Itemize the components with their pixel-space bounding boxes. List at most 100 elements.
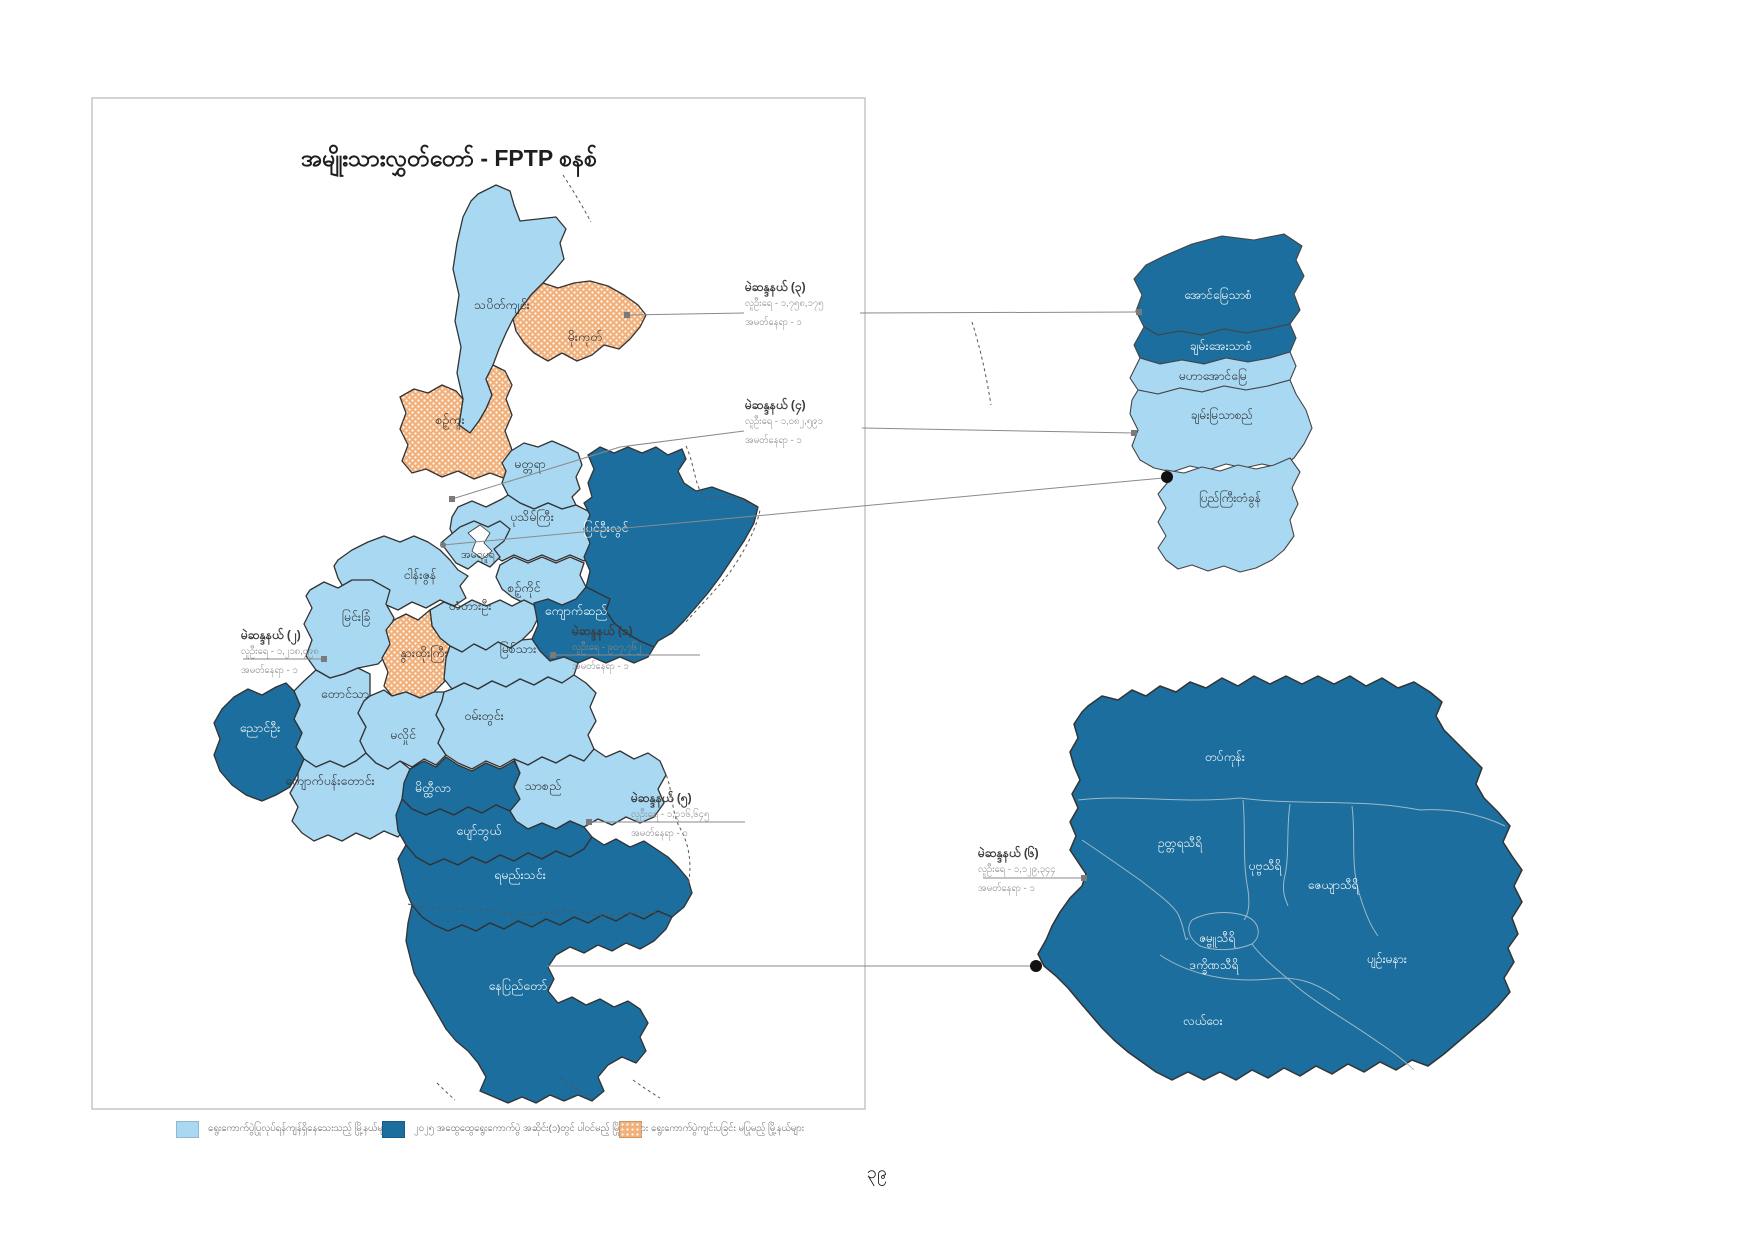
inset-naypyitaw-outline: [1037, 675, 1523, 1081]
township-mogok: [512, 280, 647, 362]
township-label-taungtha: တောင်သာ: [321, 686, 369, 701]
legend-label-remaining: ရွေးကောက်ပွဲပြုလုပ်ရန်ကျန်ရှိနေသေးသည့် မ…: [208, 1123, 391, 1134]
township-label-yamethin: ရမည်းသင်း: [494, 867, 546, 885]
inset-mandalay-labels: အောင်မြေသာစံ ချမ်းအေးသာစံ မဟာအောင်မြေ ချ…: [1179, 286, 1261, 508]
legend-item-no-election: ရွေးကောက်ပွဲကျင်းပခြင်း မပြုမည့် မြို့နယ…: [619, 1120, 804, 1138]
township-label-meiktila: မိတ္ထီလာ: [415, 780, 451, 798]
inset-label-lewe: လယ်ဝေး: [1183, 1013, 1222, 1028]
township-label-thazi: သာစည်: [525, 778, 562, 796]
callout-1-seats: အမတ်နေရာ - ၁: [572, 661, 629, 672]
township-label-nyaungu: ညောင်ဦး: [240, 720, 281, 738]
township-label-singu: စဉ့်ကူး: [435, 412, 464, 430]
inset-link-dots: [1030, 471, 1173, 972]
inset-label-aungmyethazan: အောင်မြေသာစံ: [1184, 286, 1252, 305]
inset-mandalay: [1129, 233, 1313, 573]
township-label-tadau: တံတားဦး: [449, 598, 492, 616]
callout-5-title: မဲဆန္ဒနယ် (၅): [631, 791, 692, 805]
inset-naypyitaw-labels: တပ်ကုန်း ဥတ္တရသီရိ ပုဗ္ဗသီရိ ဇေယျာသီရိ ဇ…: [1158, 749, 1407, 1028]
callout-6-title: မဲဆန္ဒနယ် (၆): [978, 846, 1039, 860]
township-taungtha: [293, 667, 371, 768]
township-label-ngazun: ငါန်းဇွန်: [404, 567, 437, 585]
inset-label-zabuthiri: ဇမ္ဗူသီရိ: [1199, 930, 1235, 948]
legend-swatch-dark-blue: [382, 1120, 405, 1138]
township-mahlaing: [357, 689, 447, 770]
inset-label-pyigyitagon: ပြည်ကြီးတံခွန်: [1199, 489, 1261, 508]
callout-2-title: မဲဆန္ဒနယ် (၂): [241, 628, 301, 642]
inset-label-chanayethazan: ချမ်းအေးသာစံ: [1190, 338, 1252, 356]
township-label-amarapura: အမရပူရ: [461, 549, 495, 563]
inset-label-mahaaungmye: မဟာအောင်မြေ: [1179, 367, 1247, 386]
callout-constituency-5: မဲဆန္ဒနယ် (၅) လူဦးရေ - ၁,၃၁၆,၆၄၅ အမတ်နေရ…: [631, 791, 781, 840]
township-label-mogok: မိုးကုတ်: [568, 329, 603, 347]
callout-6-population: လူဦးရေ - ၁,၁၂၉,၃၄၄: [978, 864, 1056, 875]
township-label-myittha: မြစ်သား: [500, 640, 537, 659]
legend-label-no-election: ရွေးကောက်ပွဲကျင်းပခြင်း မပြုမည့် မြို့နယ…: [651, 1123, 805, 1134]
township-label-pyinoolwin: ပြင်ဦးလွင်: [584, 519, 629, 538]
township-nyaungu: [213, 682, 305, 802]
dashed-region-boundaries: [407, 174, 992, 1101]
callout-1-population: လူဦးရေ - ၉၀၇,၇၆၂: [572, 642, 642, 653]
callout-constituency-4: မဲဆန္ဒနယ် (၄) လူဦးရေ - ၁,၀၈၂,၅၉၁ အမတ်နေရ…: [745, 398, 895, 447]
callout-4-population: လူဦးရေ - ၁,၀၈၂,၅၉၁: [745, 416, 823, 427]
township-label-sintgaing: စဉ့်ကိုင်: [507, 580, 541, 598]
callout-6-seats: အမတ်နေရာ - ၁: [978, 883, 1035, 894]
callout-4-title: မဲဆန္ဒနယ် (၄): [745, 398, 806, 412]
callout-5-seats: အမတ်နေရာ - ၁: [631, 828, 688, 839]
inset-township-chanmyathazi: [1129, 379, 1313, 473]
township-label-patheingyi: ပုသိမ်ကြီး: [510, 508, 554, 527]
page-number: ၃၉: [867, 1162, 887, 1186]
township-label-myingyan: မြင်းခြံ: [342, 608, 370, 627]
township-label-mahlaing: မလှိုင်: [390, 727, 416, 745]
township-nwahtogyi: [381, 609, 453, 699]
township-label-thabeikkyin: သပိတ်ကျင်း: [474, 297, 530, 315]
callout-1-title: မဲဆန္ဒနယ် (၁): [572, 624, 633, 638]
legend-item-phase1: ၂၀၂၅ အထွေထွေရွေးကောက်ပွဲ အဆိုင်း(၁)တွင် …: [382, 1120, 648, 1138]
legend-swatch-orange-dotted: [619, 1120, 642, 1138]
township-label-kyaukse: ကျောက်ဆည်: [545, 603, 608, 621]
township-label-kyaukpadaung: ကျောက်ပန်းတောင်း: [285, 773, 374, 791]
legend-label-phase1: ၂၀၂၅ အထွေထွေရွေးကောက်ပွဲ အဆိုင်း(၁)တွင် …: [414, 1123, 649, 1134]
callout-connectors: [243, 311, 1164, 967]
page-title: အမျိုးသားလွှတ်တော် - FPTP စနစ်: [301, 145, 597, 177]
township-label-pyawbwe: ပျော်ဘွယ်: [456, 823, 502, 841]
connector-end-dots: [321, 309, 1142, 881]
callout-4-seats: အမတ်နေရာ - ၁: [745, 435, 802, 446]
inset-township-aungmyethazan: [1133, 233, 1305, 336]
callout-2-population: လူဦးရေ - ၁,၂၁၈,၄၉၈: [241, 646, 319, 657]
inset-label-dekkhinathiri: ဒက္ခိဏသီရိ: [1190, 957, 1239, 975]
township-madaya: [501, 440, 583, 510]
callout-3-seats: အမတ်နေရာ - ၁: [745, 317, 802, 328]
map-frame: [91, 97, 866, 1110]
inset-naypyitaw: တပ်ကုန်း ဥတ္တရသီရိ ပုဗ္ဗသီရိ ဇေယျာသီရိ ဇ…: [1037, 675, 1523, 1081]
legend-item-remaining: ရွေးကောက်ပွဲပြုလုပ်ရန်ကျန်ရှိနေသေးသည့် မ…: [176, 1120, 391, 1138]
inset-label-pobbathiri: ပုဗ္ဗသီရိ: [1249, 858, 1281, 876]
inset-label-zeyathiri: ဇေယျာသီရိ: [1308, 877, 1359, 895]
callout-constituency-2: မဲဆန္ဒနယ် (၂) လူဦးရေ - ၁,၂၁၈,၄၉၈ အမတ်နေရ…: [241, 628, 391, 677]
main-map-labels: သပိတ်ကျင်း မိုးကုတ် စဉ့်ကူး မတ္တရာ ပုသိမ…: [240, 297, 629, 996]
legend-swatch-light-blue: [176, 1120, 199, 1138]
township-label-nwahtogyi: နွားထိုးကြီး: [400, 644, 448, 663]
township-label-madaya: မတ္တရာ: [514, 457, 546, 474]
callout-5-population: လူဦးရေ - ၁,၃၁၆,၆၄၅: [631, 809, 710, 820]
township-label-wundwin: ဝမ်းတွင်း: [464, 708, 504, 726]
township-naypyitaw: [405, 904, 673, 1104]
callout-constituency-6: မဲဆန္ဒနယ် (၆) လူဦးရေ - ၁,၁၂၉,၃၄၄ အမတ်နေရ…: [978, 846, 1128, 895]
inset-label-ottarathiri: ဥတ္တရသီရိ: [1158, 835, 1202, 853]
inset-township-pyigyitagon: [1157, 457, 1301, 573]
callout-3-title: မဲဆန္ဒနယ် (၃): [745, 280, 806, 294]
callout-constituency-1: မဲဆန္ဒနယ် (၁) လူဦးရေ - ၉၀၇,၇၆၂ အမတ်နေရာ …: [572, 624, 722, 673]
township-label-naypyitaw: နေပြည်တော်: [489, 977, 548, 996]
inset-label-chanmyathazi: ချမ်းမြသာစည်: [1191, 406, 1253, 425]
inset-label-tatkon: တပ်ကုန်း: [1205, 749, 1245, 767]
township-pyinoolwin: [583, 446, 759, 648]
inset-label-pyinmana: ပျဉ်းမနား: [1367, 951, 1407, 969]
inset-naypyitaw-internal-borders: [1077, 797, 1506, 1071]
township-wundwin: [435, 674, 597, 770]
township-myingyan: [303, 579, 395, 679]
callout-constituency-3: မဲဆန္ဒနယ် (၃) လူဦးရေ - ၁,၇၅၈,၁၇၅ အမတ်နေရ…: [745, 280, 895, 329]
callout-3-population: လူဦးရေ - ၁,၇၅၈,၁၇၅: [745, 298, 824, 309]
callout-2-seats: အမတ်နေရာ - ၁: [241, 665, 298, 676]
township-singu: [399, 364, 521, 480]
